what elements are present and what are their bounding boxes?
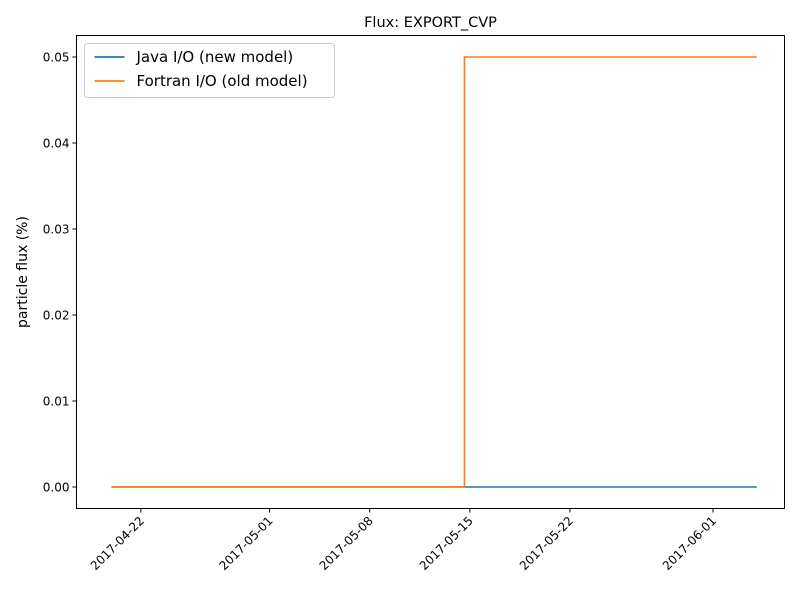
- plot-area-frame: [76, 35, 785, 509]
- x-tick-label: 2017-06-01: [660, 514, 719, 573]
- x-tick-label: 2017-05-08: [317, 514, 376, 573]
- y-tick-label: 0.01: [43, 395, 70, 409]
- y-tick-label: 0.04: [43, 137, 70, 151]
- series-line-2: [111, 56, 757, 488]
- legend-box: [84, 43, 335, 98]
- legend: Java I/O (new model) Fortran I/O (old mod…: [84, 43, 335, 98]
- y-axis-title: particle flux (%): [15, 216, 31, 328]
- y-tick-label: 0.03: [43, 223, 70, 237]
- x-tick-label: 2017-05-01: [216, 514, 275, 573]
- x-tick-label: 2017-04-22: [88, 514, 147, 573]
- x-axis: 2017-04-22 2017-05-01 2017-05-08 2017-05-15…: [88, 508, 719, 573]
- x-tick-label: 2017-05-15: [417, 514, 476, 573]
- y-tick-label: 0.05: [43, 51, 70, 65]
- series-layer: [111, 56, 757, 488]
- legend-label-2: Fortran I/O (old model): [137, 72, 308, 90]
- chart-title: Flux: EXPORT_CVP: [364, 15, 497, 31]
- y-axis: 0.00 0.01 0.02 0.03 0.04 0.05: [43, 51, 77, 495]
- y-tick-label: 0.00: [43, 481, 70, 495]
- x-tick-label: 2017-05-22: [517, 514, 576, 573]
- legend-label-1: Java I/O (new model): [136, 48, 294, 66]
- y-tick-label: 0.02: [43, 309, 70, 323]
